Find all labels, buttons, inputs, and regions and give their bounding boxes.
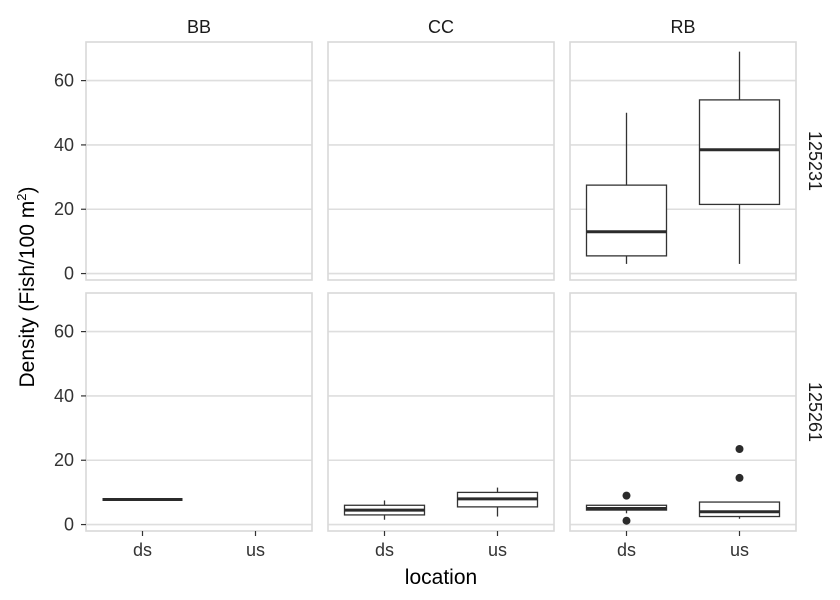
y-axis-title: Density (Fish/100 m2) xyxy=(14,187,39,388)
y-axis-title-close: ) xyxy=(16,187,39,194)
row-strip-labels: 125231 125261 xyxy=(805,131,825,442)
y-axis-title-main: Density (Fish/100 m xyxy=(16,201,39,388)
x-tick-label: us xyxy=(488,540,507,560)
box-iqr xyxy=(585,184,668,257)
outlier-point xyxy=(622,516,631,525)
box-iqr xyxy=(698,501,781,518)
x-tick-label: us xyxy=(730,540,749,560)
facet-column-label: CC xyxy=(428,17,454,37)
facet-row-label: 125231 xyxy=(805,131,825,191)
outlier-point xyxy=(735,444,744,453)
x-axis-title: location xyxy=(405,566,477,589)
y-tick-label: 40 xyxy=(54,386,74,406)
x-tick-label: ds xyxy=(133,540,152,560)
y-axis-ticks: 0 20 40 60 0 20 40 60 xyxy=(54,71,86,535)
boxplot-CC-125261-ds xyxy=(343,500,426,520)
y-tick-label: 40 xyxy=(54,135,74,155)
x-tick-label: us xyxy=(246,540,265,560)
x-axis-ticks: ds us ds us ds us xyxy=(133,531,749,560)
outlier-point xyxy=(735,473,744,482)
y-axis-title-superscript: 2 xyxy=(14,194,29,201)
facet-column-label: RB xyxy=(670,17,695,37)
panel-125231-RB xyxy=(569,41,797,281)
outlier-point xyxy=(622,491,631,500)
y-tick-label: 0 xyxy=(64,264,74,284)
y-tick-label: 60 xyxy=(54,322,74,342)
column-strip-labels: BB CC RB xyxy=(187,17,696,37)
boxplot-RB-125231-us xyxy=(698,51,781,264)
y-tick-label: 0 xyxy=(64,515,74,535)
panel-border xyxy=(327,292,555,532)
panels-layer xyxy=(85,41,797,532)
panel-125231-BB xyxy=(85,41,313,281)
panel-125261-BB xyxy=(85,292,313,532)
x-tick-label: ds xyxy=(617,540,636,560)
facet-row-label: 125261 xyxy=(805,382,825,442)
panel-border xyxy=(569,292,797,532)
y-tick-label: 20 xyxy=(54,199,74,219)
panel-border xyxy=(569,41,797,281)
panel-125231-CC xyxy=(327,41,555,281)
y-tick-label: 60 xyxy=(54,71,74,91)
panel-border xyxy=(327,41,555,281)
panel-border xyxy=(85,292,313,532)
boxplot-RB-125261-ds xyxy=(585,491,668,525)
boxplot-CC-125261-us xyxy=(456,487,539,517)
panel-border xyxy=(85,41,313,281)
boxplot-RB-125261-us xyxy=(698,444,781,519)
x-tick-label: ds xyxy=(375,540,394,560)
y-tick-label: 20 xyxy=(54,450,74,470)
boxplot-RB-125231-ds xyxy=(585,112,668,264)
panel-125261-RB xyxy=(569,292,797,532)
panel-125261-CC xyxy=(327,292,555,532)
box-iqr xyxy=(698,99,781,206)
facet-column-label: BB xyxy=(187,17,211,37)
